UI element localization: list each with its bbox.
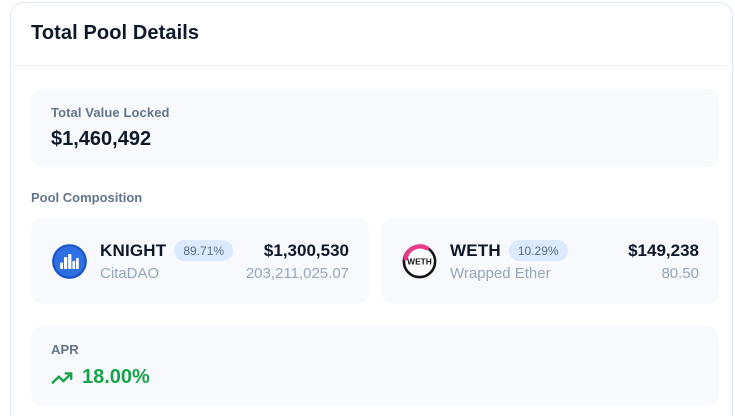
token-values: $149,238 80.50	[628, 241, 699, 282]
weth-token-icon: WETH	[401, 243, 438, 280]
apr-box: APR 18.00%	[31, 326, 719, 406]
token-row: KNIGHT 89.71% CitaDAO $1,300,530 203,211…	[31, 218, 719, 304]
tvl-label: Total Value Locked	[51, 105, 170, 120]
trending-up-icon	[51, 371, 73, 384]
token-name: Wrapped Ether	[450, 265, 551, 282]
knight-token-icon	[51, 243, 88, 280]
token-card-knight: KNIGHT 89.71% CitaDAO $1,300,530 203,211…	[31, 218, 369, 304]
token-symbol: WETH	[450, 240, 501, 260]
total-pool-details-card: Total Pool Details Total Value Locked $1…	[10, 2, 733, 416]
token-amount: 80.50	[661, 264, 699, 282]
token-share-badge: 89.71%	[174, 240, 234, 261]
token-card-weth: WETH WETH 10.29% Wrapped Ether $149,238 …	[381, 218, 719, 304]
token-name: CitaDAO	[100, 265, 160, 282]
token-info: WETH 10.29% Wrapped Ether	[450, 240, 628, 282]
token-symbol: KNIGHT	[100, 240, 167, 260]
token-share-badge: 10.29%	[508, 240, 568, 261]
card-title: Total Pool Details	[31, 22, 200, 44]
weth-icon-text: WETH	[407, 256, 432, 266]
apr-value: 18.00%	[82, 366, 150, 388]
tvl-value: $1,460,492	[51, 128, 152, 150]
card-header: Total Pool Details	[11, 3, 732, 66]
pool-composition-label: Pool Composition	[31, 190, 143, 205]
token-info: KNIGHT 89.71% CitaDAO	[100, 240, 246, 282]
token-usd-value: $1,300,530	[263, 240, 349, 260]
card-body: Total Value Locked $1,460,492 Pool Compo…	[11, 66, 732, 406]
token-usd-value: $149,238	[628, 240, 699, 260]
tvl-box: Total Value Locked $1,460,492	[31, 89, 719, 167]
apr-label: APR	[51, 342, 79, 357]
token-amount: 203,211,025.07	[245, 264, 349, 282]
token-values: $1,300,530 203,211,025.07	[246, 241, 349, 282]
